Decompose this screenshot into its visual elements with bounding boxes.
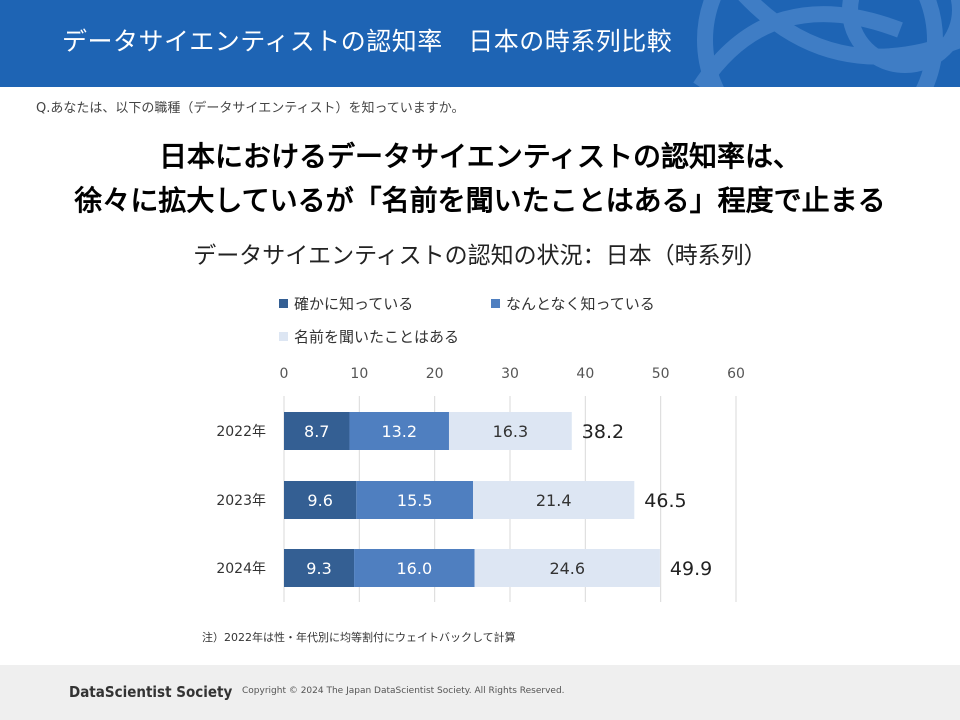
- bar-segment-3-2: [354, 549, 475, 587]
- data-label-2-1: 9.6: [307, 491, 332, 510]
- data-label-3-3: 24.6: [549, 559, 585, 578]
- x-tick-label-30: 30: [501, 366, 519, 382]
- category-label-1: 2022年: [216, 424, 266, 440]
- data-label-2-3: 21.4: [536, 491, 572, 510]
- bar-segment-2-3: [473, 481, 635, 519]
- bar-segment-1-1: [284, 412, 350, 450]
- x-tick-label-0: 0: [280, 366, 289, 382]
- header-banner: データサイエンティストの認知率 日本の時系列比較: [0, 0, 960, 87]
- x-tick-label-60: 60: [727, 366, 745, 382]
- bar-segment-3-1: [284, 549, 355, 587]
- header-title: データサイエンティストの認知率 日本の時系列比較: [62, 27, 673, 56]
- footer: DataScientist Society Copyright © 2024 T…: [0, 665, 960, 720]
- headline-line-1: 日本におけるデータサイエンティストの認知率は、: [158, 140, 802, 173]
- x-tick-label-10: 10: [350, 366, 368, 382]
- copyright-notice: Copyright © 2024 The Japan DataScientist…: [242, 686, 565, 696]
- total-label-3: 49.9: [670, 558, 712, 580]
- legend-label-1: 確かに知っている: [294, 295, 413, 313]
- survey-question: Q.あなたは、以下の職種（データサイエンティスト）を知っていますか。: [36, 101, 465, 116]
- data-label-1-1: 8.7: [304, 422, 329, 441]
- bar-segment-3-3: [474, 549, 660, 587]
- x-tick-label-20: 20: [426, 366, 444, 382]
- bar-segment-2-1: [284, 481, 357, 519]
- bar-segment-1-3: [448, 412, 572, 450]
- bar-segment-2-2: [356, 481, 474, 519]
- data-label-3-2: 16.0: [397, 559, 433, 578]
- x-tick-label-40: 40: [576, 366, 594, 382]
- data-label-2-2: 15.5: [397, 491, 433, 510]
- legend-swatch-1: [279, 299, 288, 308]
- footnote: 注）2022年は性・年代別に均等割付にウェイトバックして計算: [202, 631, 516, 644]
- legend-swatch-2: [491, 299, 500, 308]
- legend-label-2: なんとなく知っている: [506, 295, 655, 313]
- category-label-2: 2023年: [216, 493, 266, 509]
- footer-logo: DataScientist Society: [69, 683, 233, 701]
- data-label-3-1: 9.3: [306, 559, 331, 578]
- legend-label-3: 名前を聞いたことはある: [294, 328, 459, 346]
- bar-segment-1-2: [349, 412, 449, 450]
- headline-line-2: 徐々に拡大しているが「名前を聞いたことはある」程度で止まる: [74, 184, 886, 217]
- data-label-1-2: 13.2: [381, 422, 417, 441]
- category-label-3: 2024年: [216, 561, 266, 577]
- total-label-2: 46.5: [644, 490, 686, 512]
- x-tick-label-50: 50: [652, 366, 670, 382]
- data-label-1-3: 16.3: [493, 422, 529, 441]
- legend-swatch-3: [279, 332, 288, 341]
- chart-title: データサイエンティストの認知の状況：日本（時系列）: [193, 243, 767, 269]
- header-decoration: [693, 0, 960, 87]
- total-label-1: 38.2: [582, 421, 624, 443]
